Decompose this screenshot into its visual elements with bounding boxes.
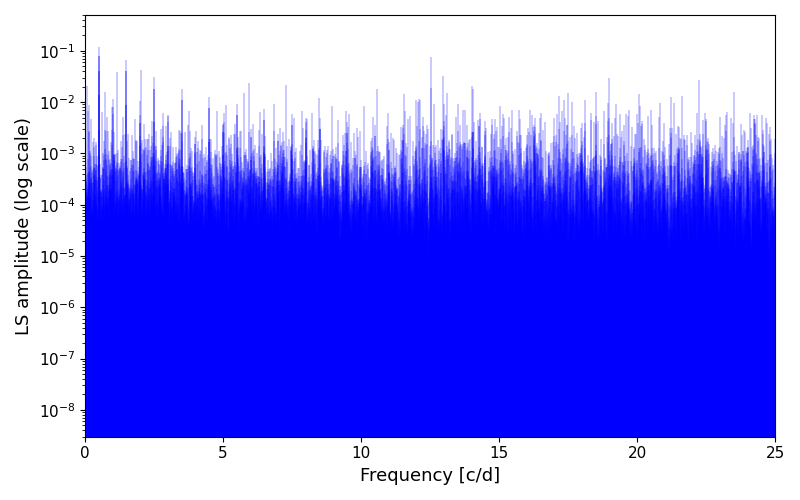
X-axis label: Frequency [c/d]: Frequency [c/d]: [360, 467, 500, 485]
Y-axis label: LS amplitude (log scale): LS amplitude (log scale): [15, 117, 33, 335]
